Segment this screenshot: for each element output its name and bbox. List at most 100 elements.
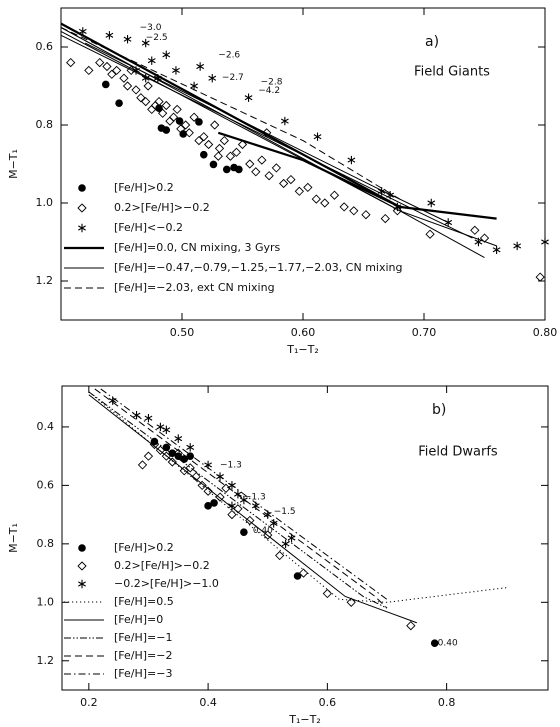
point [191, 471, 201, 482]
y-axis-label: M−T₁ [7, 149, 20, 179]
point [141, 38, 150, 48]
legend-label: −0.2>[Fe/H]>−1.0 [114, 577, 219, 590]
point [195, 118, 203, 126]
point [347, 155, 356, 165]
point [168, 112, 179, 122]
point [147, 56, 156, 65]
legend-marker [77, 203, 87, 213]
point [141, 74, 150, 83]
point [161, 100, 171, 111]
x-tick-label: 0.80 [533, 326, 558, 339]
point [172, 66, 180, 75]
y-tick-label: 1.2 [37, 654, 55, 667]
legend-label: [Fe/H]=−3 [114, 667, 173, 680]
point [349, 206, 359, 216]
legend-label: [Fe/H]>0.2 [114, 541, 174, 554]
point [237, 139, 248, 150]
legend-label: [Fe/H]=−2.03, ext CN mixing [114, 281, 275, 294]
point [425, 229, 435, 239]
annotation: −1.3 [244, 493, 266, 503]
annotation: 0.40 [438, 639, 458, 649]
panel-title: Field Dwarfs [418, 445, 498, 460]
point [101, 80, 110, 89]
point [228, 501, 236, 511]
point [143, 451, 154, 461]
point [257, 155, 267, 165]
legend-label: [Fe/H]=−2 [114, 649, 173, 662]
x-axis-label: T₁−T₂ [286, 343, 318, 356]
point [115, 99, 123, 107]
point [208, 74, 217, 83]
point [209, 160, 218, 169]
point [95, 57, 105, 68]
legend-label: [Fe/H]<−0.2 [114, 221, 183, 234]
point [231, 147, 242, 157]
point [313, 132, 322, 141]
point [311, 194, 321, 204]
point [203, 486, 213, 496]
point [479, 233, 490, 243]
model-line [84, 42, 449, 223]
point [240, 528, 248, 536]
point [158, 108, 168, 118]
model-line [60, 27, 401, 200]
point [227, 509, 237, 520]
point [204, 502, 212, 510]
legend-label: [Fe/H]=−0.47,−0.79,−1.25,−1.77,−2.03, CN… [114, 261, 403, 274]
model-line [88, 391, 388, 609]
point [174, 452, 183, 460]
point [213, 151, 223, 161]
point [245, 159, 255, 169]
x-tick-label: 0.2 [80, 696, 98, 709]
y-tick-label: 1.2 [36, 274, 54, 287]
legend-label: 0.2>[Fe/H]>−0.2 [114, 559, 210, 572]
x-tick-label: 0.70 [412, 326, 437, 339]
legend-marker [78, 579, 86, 589]
x-tick-label: 0.60 [291, 326, 316, 339]
point [162, 50, 171, 59]
point [339, 202, 349, 212]
point [122, 81, 133, 91]
point [119, 73, 129, 83]
point [470, 225, 480, 235]
point [427, 198, 436, 208]
point [143, 81, 153, 91]
model-line [60, 34, 473, 239]
point [162, 126, 171, 134]
point [269, 519, 278, 528]
model-line [100, 388, 388, 600]
point [197, 480, 207, 491]
legend-label: [Fe/H]=−1 [114, 631, 173, 644]
point [184, 128, 194, 138]
point [214, 143, 225, 154]
annotation: −4.2 [258, 86, 280, 96]
point [320, 198, 330, 208]
point [264, 171, 274, 181]
point [225, 151, 236, 161]
point [210, 499, 218, 507]
point [105, 31, 114, 40]
point [203, 139, 214, 150]
y-tick-label: 0.8 [36, 118, 54, 131]
point [162, 443, 171, 452]
annotation: −1.3 [220, 460, 242, 470]
y-tick-label: 0.8 [37, 537, 55, 550]
point [280, 116, 289, 126]
point [406, 621, 416, 631]
point [279, 178, 289, 189]
annotation: −3.0 [140, 23, 162, 33]
point [179, 466, 189, 476]
panel-label: b) [432, 402, 446, 418]
legend-marker [77, 561, 87, 571]
point [141, 96, 151, 107]
point [513, 241, 522, 251]
point [131, 85, 141, 95]
point [150, 437, 159, 446]
panel-title: Field Giants [414, 65, 490, 80]
legend-label: [Fe/H]=0 [114, 613, 163, 626]
point [186, 452, 195, 460]
y-tick-label: 1.0 [37, 595, 55, 608]
x-tick-label: 0.8 [438, 696, 456, 709]
point [492, 245, 501, 254]
